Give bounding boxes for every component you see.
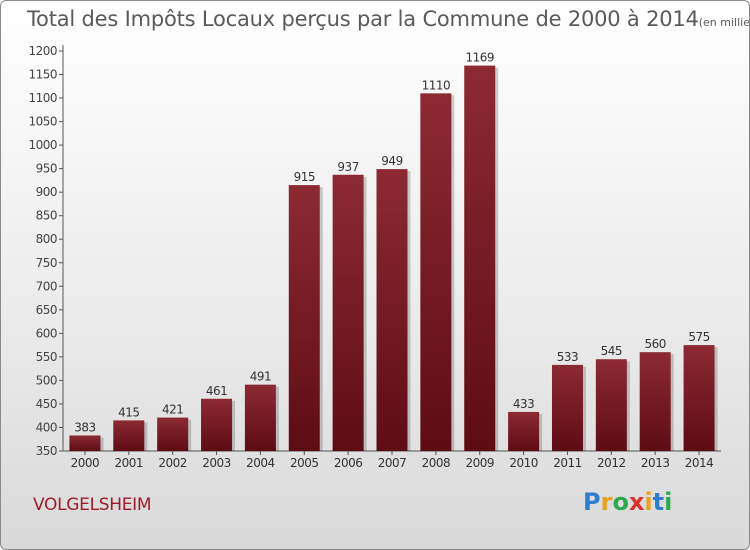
x-tick-label: 2013 xyxy=(641,456,670,470)
y-tick-label: 1150 xyxy=(28,68,57,82)
y-tick-label: 400 xyxy=(36,420,57,434)
logo-letter: o xyxy=(612,488,629,516)
y-tick-label: 750 xyxy=(36,256,57,270)
x-tick-label: 2008 xyxy=(422,456,451,470)
x-tick-label: 2014 xyxy=(685,456,714,470)
chart-title: Total des Impôts Locaux perçus par la Co… xyxy=(27,7,750,31)
x-tick-label: 2002 xyxy=(158,456,187,470)
logo-letter: t xyxy=(652,488,665,516)
x-tick-label: 2012 xyxy=(597,456,626,470)
x-tick-label: 2011 xyxy=(553,456,582,470)
chart-unit: (en milliers d'€) xyxy=(698,16,750,29)
bar xyxy=(332,174,364,451)
bar xyxy=(464,65,496,452)
logo-letter: x xyxy=(628,488,645,516)
bar-value-label: 937 xyxy=(337,160,358,174)
bar-value-label: 383 xyxy=(74,420,95,434)
y-tick-label: 1200 xyxy=(28,44,57,58)
x-tick-label: 2001 xyxy=(115,456,144,470)
bar xyxy=(288,185,320,451)
y-tick-label: 1050 xyxy=(28,115,57,129)
commune-name: VOLGELSHEIM xyxy=(33,495,152,515)
bar-value-label: 421 xyxy=(162,403,183,417)
bar-value-label: 575 xyxy=(688,330,709,344)
chart-title-text: Total des Impôts Locaux perçus par la Co… xyxy=(27,7,699,31)
bar-value-label: 461 xyxy=(206,384,227,398)
bar xyxy=(420,93,452,452)
bar-value-label: 533 xyxy=(557,350,578,364)
x-tick-label: 2007 xyxy=(378,456,407,470)
bar-value-label: 1110 xyxy=(422,78,451,92)
x-tick-label: 2010 xyxy=(509,456,538,470)
y-tick-label: 450 xyxy=(36,397,57,411)
y-tick-label: 550 xyxy=(36,350,57,364)
logo-letter: P xyxy=(583,488,601,516)
x-tick-label: 2005 xyxy=(290,456,319,470)
bar-value-label: 560 xyxy=(644,337,665,351)
bar xyxy=(201,398,233,451)
y-tick-label: 1000 xyxy=(28,138,57,152)
bar xyxy=(508,411,540,451)
bar-value-label: 949 xyxy=(381,154,402,168)
y-tick-label: 700 xyxy=(36,279,57,293)
bar-value-label: 915 xyxy=(294,170,315,184)
bar xyxy=(113,420,145,451)
bar xyxy=(376,169,408,451)
x-tick-label: 2004 xyxy=(246,456,275,470)
bar xyxy=(551,364,583,451)
y-tick-label: 800 xyxy=(36,232,57,246)
bar xyxy=(69,435,101,451)
y-tick-label: 950 xyxy=(36,162,57,176)
y-tick-label: 600 xyxy=(36,326,57,340)
y-tick-label: 1100 xyxy=(28,91,57,105)
y-tick-label: 650 xyxy=(36,303,57,317)
x-tick-label: 2009 xyxy=(465,456,494,470)
y-tick-label: 850 xyxy=(36,209,57,223)
bar xyxy=(639,352,671,451)
x-tick-label: 2000 xyxy=(71,456,100,470)
proxiti-logo[interactable]: Proxiti xyxy=(583,488,672,516)
bar xyxy=(157,417,189,451)
bar xyxy=(244,384,276,451)
bar-value-label: 545 xyxy=(601,344,622,358)
y-tick-label: 500 xyxy=(36,373,57,387)
bar-value-label: 1169 xyxy=(465,51,494,65)
y-tick-label: 350 xyxy=(36,444,57,458)
logo-letter: r xyxy=(600,488,613,516)
bar-value-label: 433 xyxy=(513,397,534,411)
bar xyxy=(683,345,715,451)
logo-letter: i xyxy=(664,488,673,516)
x-tick-label: 2003 xyxy=(202,456,231,470)
bar-value-label: 491 xyxy=(250,370,271,384)
bar-value-label: 415 xyxy=(118,405,139,419)
logo-letter: i xyxy=(644,488,653,516)
y-tick-label: 900 xyxy=(36,185,57,199)
x-tick-label: 2006 xyxy=(334,456,363,470)
bar xyxy=(595,359,627,451)
